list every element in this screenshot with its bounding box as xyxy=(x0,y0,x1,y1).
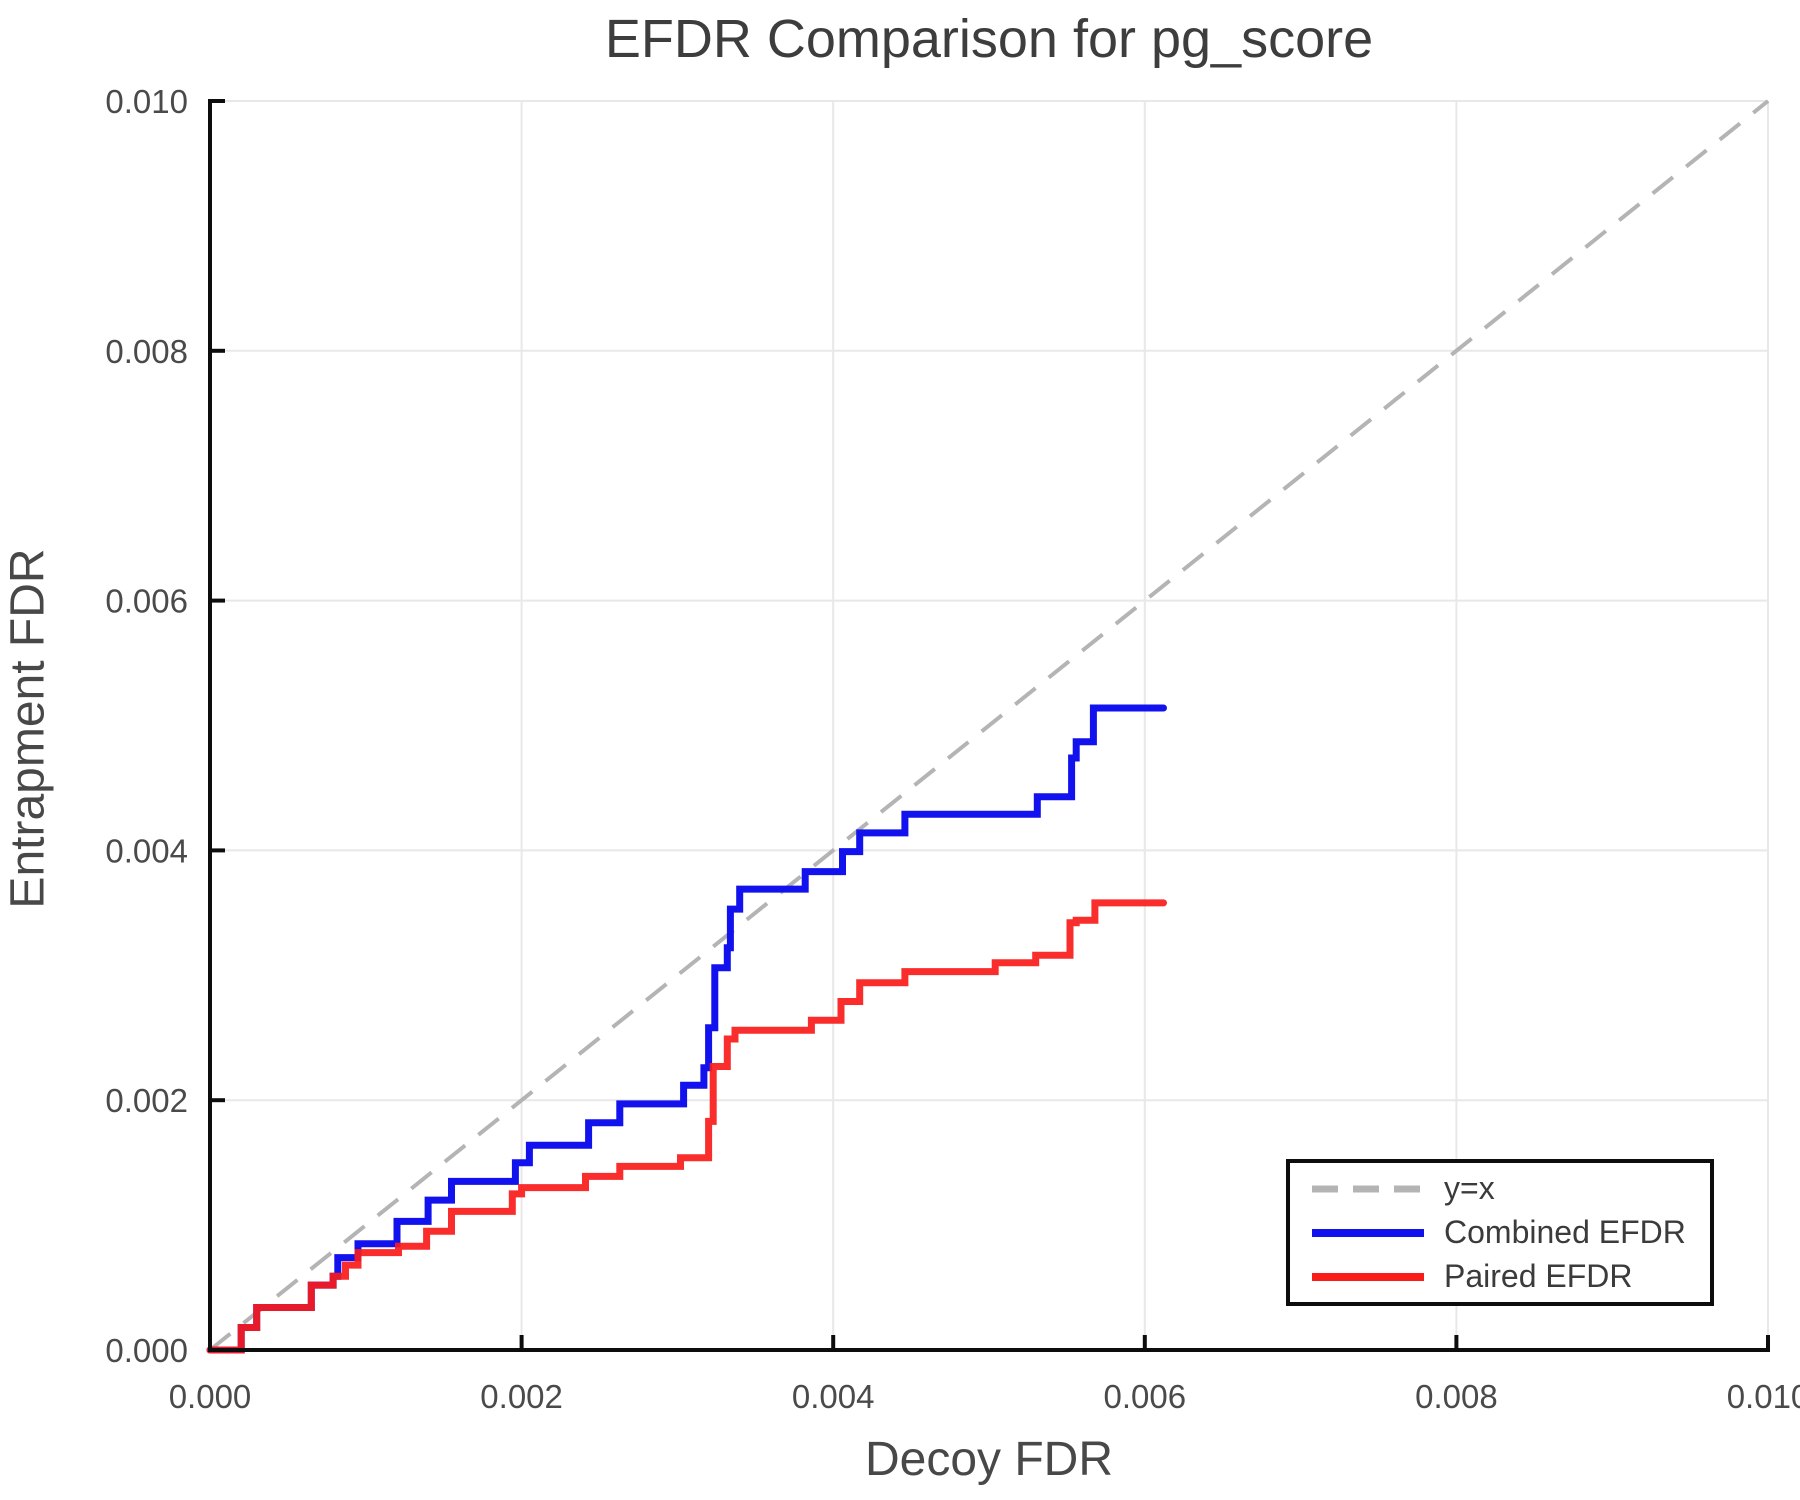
red-line-swatch xyxy=(1312,1272,1424,1281)
x-tick-label: 0.006 xyxy=(1104,1378,1187,1415)
chart-title: EFDR Comparison for pg_score xyxy=(604,9,1374,69)
x-tick-label: 0.010 xyxy=(1727,1378,1800,1415)
blue-line-swatch xyxy=(1312,1228,1424,1237)
series-line-combined-efdr xyxy=(206,704,1167,1354)
y-tick-label: 0.006 xyxy=(105,583,188,620)
x-tick-label: 0.002 xyxy=(480,1378,563,1415)
y-tick-label: 0.002 xyxy=(105,1082,188,1119)
legend-item-yx: y=x xyxy=(1312,1168,1710,1210)
legend-label: y=x xyxy=(1444,1170,1495,1206)
x-tick-label: 0.000 xyxy=(169,1378,252,1415)
x-tick-label: 0.004 xyxy=(792,1378,875,1415)
x-tick-label: 0.008 xyxy=(1415,1378,1498,1415)
series-line-paired-efdr xyxy=(206,899,1167,1354)
y-tick-label: 0.010 xyxy=(105,83,188,120)
dashed-line-swatch xyxy=(1312,1185,1424,1192)
legend-item-combined-efdr: Combined EFDR xyxy=(1312,1212,1710,1254)
y-tick-label: 0.008 xyxy=(105,333,188,370)
legend: y=x Combined EFDR Paired EFDR xyxy=(1286,1159,1714,1306)
x-axis-label: Decoy FDR xyxy=(864,1433,1114,1486)
reference-line-y-equals-x xyxy=(208,99,1770,1352)
legend-item-paired-efdr: Paired EFDR xyxy=(1312,1256,1710,1298)
y-axis-label: Entrapment FDR xyxy=(1,548,55,909)
y-tick-label: 0.000 xyxy=(105,1332,188,1369)
legend-label: Combined EFDR xyxy=(1444,1214,1686,1250)
legend-label: Paired EFDR xyxy=(1444,1258,1633,1294)
y-tick-label: 0.004 xyxy=(105,832,188,869)
